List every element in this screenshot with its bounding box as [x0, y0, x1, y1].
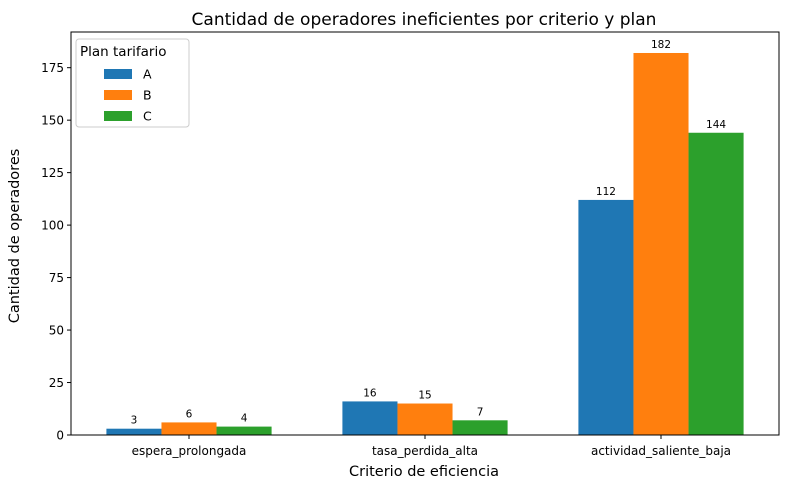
bar-A-espera_prolongada: [106, 428, 162, 435]
legend-frame: [75, 38, 190, 128]
y-tick-label: 175: [41, 61, 64, 75]
y-axis-title: Cantidad de operadores: [7, 149, 23, 324]
legend-label-B: B: [143, 88, 152, 103]
y-tick-label: 50: [49, 323, 64, 337]
bar-value-label: 16: [363, 387, 377, 399]
bar-value-label: 7: [477, 406, 484, 418]
x-tick-label: tasa_perdida_alta: [372, 444, 478, 458]
y-tick-label: 25: [49, 376, 64, 390]
legend-swatch-B: [104, 90, 132, 100]
chart-title: Cantidad de operadores ineficientes por …: [192, 10, 657, 30]
bar-B-actividad_saliente_baja: [633, 52, 689, 436]
bar-A-tasa_perdida_alta: [342, 401, 398, 435]
bar-value-label: 112: [596, 186, 616, 198]
bar-B-tasa_perdida_alta: [397, 403, 453, 435]
y-tick-label: 100: [41, 218, 64, 232]
legend-swatch-A: [104, 69, 132, 79]
y-tick-label: 125: [41, 166, 64, 180]
x-tick-label: espera_prolongada: [132, 444, 247, 458]
x-tick-label: actividad_saliente_baja: [591, 444, 731, 458]
bar-C-tasa_perdida_alta: [452, 420, 508, 435]
bar-A-actividad_saliente_baja: [578, 199, 634, 435]
legend-label-A: A: [143, 67, 152, 82]
x-axis-title: Criterio de eficiencia: [349, 464, 499, 480]
legend-title: Plan tarifario: [80, 44, 166, 60]
bar-value-label: 15: [418, 390, 431, 402]
bar-value-label: 6: [186, 408, 193, 420]
bar-B-espera_prolongada: [161, 422, 217, 435]
bar-C-espera_prolongada: [216, 426, 272, 435]
bar-C-actividad_saliente_baja: [688, 132, 744, 435]
legend-label-C: C: [143, 109, 152, 124]
y-tick-label: 75: [49, 271, 64, 285]
y-tick-label: 150: [41, 113, 64, 127]
bar-value-label: 182: [651, 39, 671, 51]
legend-swatch-C: [104, 111, 132, 121]
plot-area: 3 16 112 6 15 182 4 7 144 0 25 50 75 100 125 150 175 espe…: [41, 31, 780, 458]
bar-value-label: 4: [241, 413, 248, 425]
bar-value-label: 3: [131, 415, 138, 427]
y-tick-label: 0: [56, 428, 64, 442]
bar-value-label: 144: [706, 119, 726, 131]
legend: Plan tarifario ABC: [75, 38, 190, 128]
